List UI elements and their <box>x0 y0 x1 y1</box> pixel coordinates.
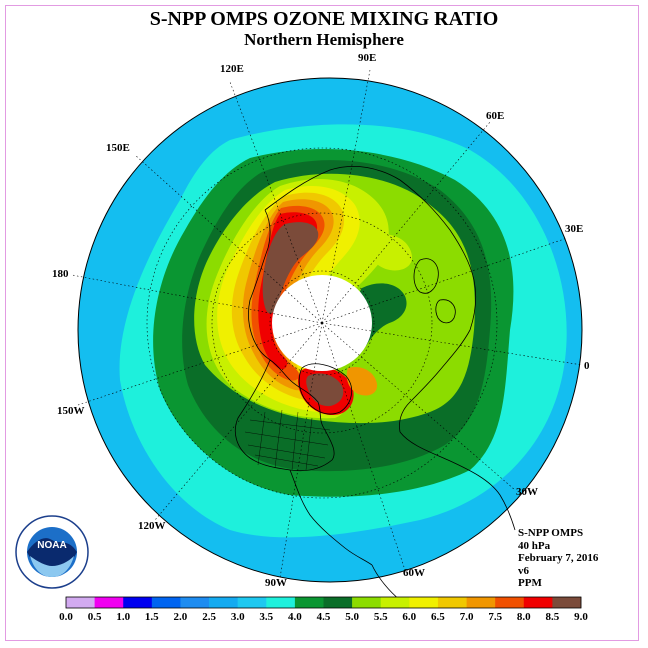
lon-label-150e: 150E <box>106 142 130 154</box>
lon-label-60e: 60E <box>486 110 505 122</box>
contour-5-5-asia <box>368 234 413 271</box>
colorbar-swatch <box>123 597 153 608</box>
colorbar-border <box>65 596 582 609</box>
graticule <box>71 69 583 579</box>
colorbar-tick-label: 3.5 <box>259 611 274 623</box>
colorbar-swatch <box>151 597 181 608</box>
info-level: 40 hPa <box>518 539 551 552</box>
colorbar-tick-label: 0.5 <box>87 611 102 623</box>
lon-label-120w: 120W <box>138 520 166 532</box>
colorbar-tick-label: 7.0 <box>459 611 474 623</box>
colorbar-tick-label: 4.5 <box>316 611 331 623</box>
colorbar-tick-label: 5.5 <box>373 611 388 623</box>
colorbar <box>65 596 582 609</box>
lon-label-0: 0 <box>584 360 590 372</box>
colorbar-tick-label: 5.0 <box>345 611 359 623</box>
colorbar-tick-label: 2.5 <box>202 611 216 623</box>
page-title: S-NPP OMPS OZONE MIXING RATIO <box>149 8 499 30</box>
contour-7-5-europe <box>346 366 378 396</box>
colorbar-tick-label: 6.0 <box>402 611 417 623</box>
colorbar-tick-label: 9.0 <box>574 611 588 623</box>
colorbar-swatch <box>466 597 496 608</box>
lon-label-90w: 90W <box>265 577 287 589</box>
colorbar-tick-label: 3.0 <box>230 611 245 623</box>
info-instrument: S-NPP OMPS <box>518 527 584 539</box>
colorbar-tick-label: 6.5 <box>431 611 445 623</box>
colorbar-tick-label: 2.0 <box>173 611 188 623</box>
colorbar-swatch <box>380 597 410 608</box>
colorbar-tick-label: 7.5 <box>488 611 503 623</box>
colorbar-tick-label: 8.0 <box>516 611 531 623</box>
lon-label-120e: 120E <box>220 63 244 75</box>
noaa-logo-text: NOAA <box>37 540 66 551</box>
lon-label-30w: 30W <box>516 486 538 498</box>
colorbar-tick-label: 1.5 <box>144 611 159 623</box>
us-state-lines <box>244 409 331 471</box>
colorbar-tick-label: 8.5 <box>545 611 560 623</box>
info-date: February 7, 2016 <box>518 552 599 564</box>
lon-label-60w: 60W <box>403 567 425 579</box>
info-block: S-NPP OMPS 40 hPa February 7, 2016 v6 PP… <box>518 527 598 590</box>
colorbar-swatch <box>323 597 353 608</box>
contour-8-5-siberia <box>262 222 319 314</box>
lon-label-180: 180 <box>52 268 69 280</box>
colorbar-tick-label: 4.0 <box>288 611 302 623</box>
colorbar-swatch <box>552 597 582 608</box>
lon-label-90e: 90E <box>358 52 377 64</box>
colorbar-swatch <box>237 597 267 608</box>
colorbar-swatch <box>352 597 382 608</box>
colorbar-swatch <box>294 597 324 608</box>
colorbar-tick-label: 1.0 <box>116 611 131 623</box>
map-frame <box>5 5 639 641</box>
page-subtitle: Northern Hemisphere <box>244 30 404 49</box>
colorbar-swatch <box>66 597 95 608</box>
contour-8-5-greenland <box>306 373 344 407</box>
colorbar-swatch <box>94 597 124 608</box>
colorbar-swatch <box>409 597 439 608</box>
coastlines <box>234 165 516 601</box>
info-version: v6 <box>518 564 529 577</box>
colorbar-swatch <box>180 597 210 608</box>
lon-label-30e: 30E <box>565 223 584 235</box>
ozone-contours <box>119 124 567 538</box>
info-units: PPM <box>518 577 542 589</box>
colorbar-swatch <box>437 597 467 608</box>
colorbar-swatch <box>523 597 553 608</box>
colorbar-tick-label: 0.0 <box>59 611 73 623</box>
noaa-logo: NOAA <box>15 515 89 589</box>
map-border <box>77 77 583 583</box>
colorbar-swatch <box>495 597 525 608</box>
colorbar-swatch <box>209 597 238 608</box>
lon-label-150w: 150W <box>57 405 85 417</box>
colorbar-swatch <box>266 597 296 608</box>
